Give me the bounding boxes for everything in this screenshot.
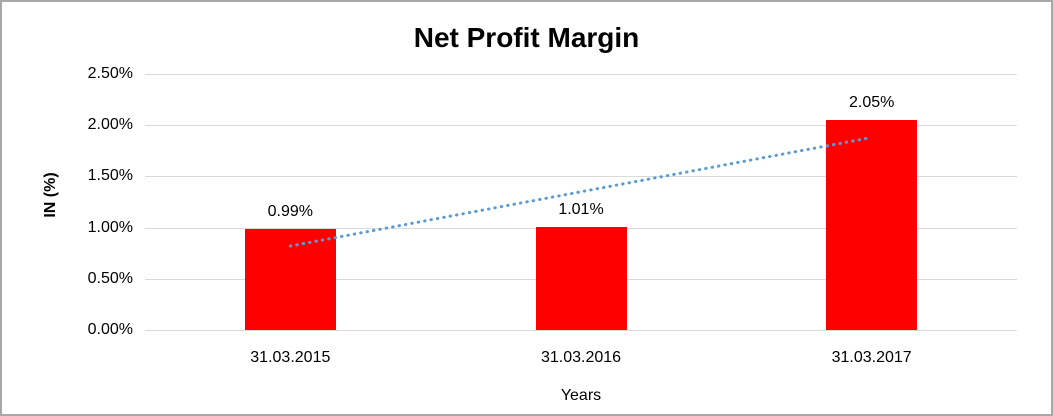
bar-value-label: 1.01% <box>558 200 604 218</box>
y-axis-tick-label: 0.00% <box>87 321 133 338</box>
x-axis-category-label: 31.03.2015 <box>250 349 331 366</box>
gridline <box>145 125 1017 127</box>
y-axis-tick-label: 2.00% <box>87 116 133 134</box>
bar-value-label: 2.05% <box>848 94 895 112</box>
y-axis-tick-label: 0.50% <box>87 269 133 287</box>
x-axis-category-label: 31.03.2017 <box>831 349 912 366</box>
y-axis-tick-label: 1.50% <box>87 167 133 185</box>
bar-31.03.2016 <box>535 226 627 330</box>
x-axis-category-label: 31.03.2016 <box>540 349 622 366</box>
bar-value-label: 0.99% <box>267 202 314 220</box>
y-axis-tick-label: 2.50% <box>87 65 133 82</box>
gridline <box>145 330 1017 331</box>
bar-31.03.2017 <box>826 120 918 330</box>
chart-title: Net Profit Margin <box>413 22 640 53</box>
bar-31.03.2015 <box>244 228 336 330</box>
y-axis-tick-label: 1.00% <box>87 218 133 236</box>
x-axis-title: Years <box>560 387 602 404</box>
gridline <box>145 74 1017 75</box>
